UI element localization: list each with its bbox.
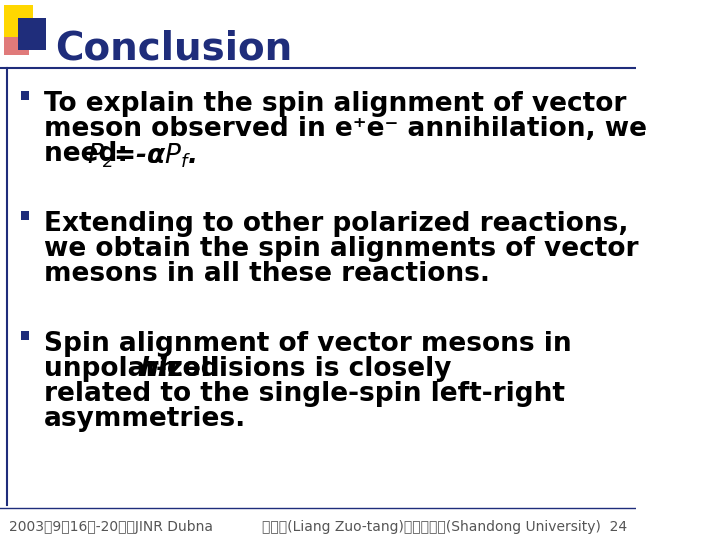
Text: Conclusion: Conclusion — [55, 30, 292, 68]
Text: 2003年9月16日-20日，JINR Dubna: 2003年9月16日-20日，JINR Dubna — [9, 520, 213, 534]
FancyBboxPatch shape — [4, 5, 32, 37]
Text: asymmetries.: asymmetries. — [44, 406, 246, 432]
Text: Extending to other polarized reactions,: Extending to other polarized reactions, — [44, 211, 629, 237]
Text: Spin alignment of vector mesons in: Spin alignment of vector mesons in — [44, 331, 572, 357]
Text: To explain the spin alignment of vector: To explain the spin alignment of vector — [44, 91, 626, 117]
Text: meson observed in e⁺e⁻ annihilation, we: meson observed in e⁺e⁻ annihilation, we — [44, 116, 647, 142]
Text: 梁作堂(Liang Zuo-tang)，山东大学(Shandong University)  24: 梁作堂(Liang Zuo-tang)，山东大学(Shandong Univer… — [262, 520, 627, 534]
FancyBboxPatch shape — [21, 330, 29, 340]
Text: hh: hh — [140, 356, 177, 382]
Text: related to the single-spin left-right: related to the single-spin left-right — [44, 381, 565, 407]
FancyBboxPatch shape — [21, 91, 29, 99]
FancyBboxPatch shape — [4, 33, 30, 55]
Text: we obtain the spin alignments of vector: we obtain the spin alignments of vector — [44, 236, 639, 262]
FancyBboxPatch shape — [21, 211, 29, 219]
Text: mesons in all these reactions.: mesons in all these reactions. — [44, 261, 490, 287]
Text: $P_z$=-α$P_f$.: $P_z$=-α$P_f$. — [86, 141, 196, 170]
FancyBboxPatch shape — [18, 18, 46, 50]
Text: need:: need: — [44, 141, 138, 167]
Text: -collisions is closely: -collisions is closely — [156, 356, 451, 382]
Text: unpolarized: unpolarized — [44, 356, 229, 382]
